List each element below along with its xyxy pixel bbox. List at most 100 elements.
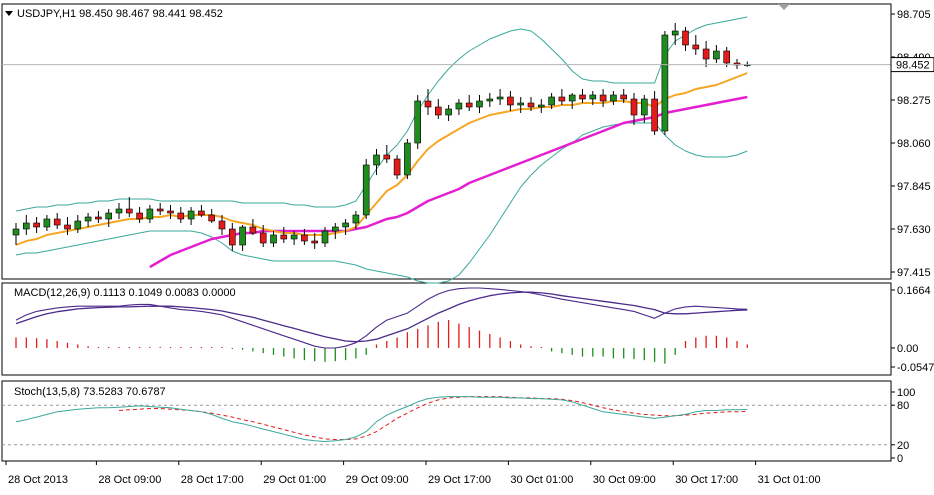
candle-body [301,234,308,242]
candle-body [599,94,607,102]
candle-body [507,96,514,106]
main-frame [1,3,892,280]
candle-body [198,210,205,216]
candle-body [270,234,277,244]
time-tick-label: 29 Oct 09:00 [346,474,409,486]
time-tick-label: 30 Oct 17:00 [675,474,738,486]
time-axis: 28 Oct 2013 28 Oct 09:00 28 Oct 17:00 29 Oc… [5,461,821,486]
candle-body [156,208,164,212]
candle-body [393,158,401,176]
macd-histogram [15,320,748,364]
bollinger-upper-line [15,16,748,212]
price-tick-label: 97.845 [897,181,931,193]
price-tick-label: 98.705 [897,9,931,21]
candle-body [331,226,339,232]
candle-body [476,100,483,108]
stochastic-tick-label: 20 [897,440,909,452]
candle-body [177,212,185,220]
chart-shift-icon[interactable] [778,4,790,10]
candle-body [126,208,133,214]
candle-body [496,96,504,100]
candle-body [53,218,61,226]
candle-body [713,50,720,60]
stochastic-lines [15,396,748,442]
candle-body [568,94,576,102]
candle-body [290,234,298,240]
candle-body [723,50,731,64]
stochastic-tick-label: 80 [897,400,909,412]
macd-tick-label: 0.1664 [897,285,931,297]
stochastic-signal-line [118,396,748,440]
slow-moving-average-line [149,95,748,269]
candle-body [579,94,586,100]
candle-body [280,234,288,240]
candle-body [537,104,545,108]
candle-body [229,228,236,246]
macd-main-line [15,287,748,349]
candle-body [208,214,215,222]
candle-body [651,98,658,132]
candle-body [548,96,555,106]
candle-body [640,98,648,116]
price-tick-label: 97.630 [897,224,931,236]
candle-body [620,94,628,100]
candle-body [630,98,638,116]
candle-body [661,34,669,132]
candle-body [671,30,679,36]
time-tick-label: 30 Oct 09:00 [593,474,656,486]
candle-body [434,106,442,116]
chevron-down-icon[interactable] [5,11,13,16]
candle-body [373,154,380,166]
candle-body [352,214,360,224]
time-tick-label: 28 Oct 09:00 [98,474,161,486]
candle-body [321,230,329,244]
candle-body [259,232,267,244]
candle-body [84,216,92,222]
stochastic-panel-title: Stoch(13,5,8) 73.5283 70.6787 [14,386,166,398]
candle-body [414,100,422,144]
candle-body [95,216,102,220]
candle-body [445,108,452,116]
candle-body [610,94,617,102]
macd-panel-title: MACD(12,26,9) 0.1113 0.1049 0.0083 0.000… [14,287,236,299]
candle-body [517,102,525,106]
macd-tick-label: 0.00 [897,343,918,355]
candle-body [558,96,566,102]
macd-panel[interactable]: 0.1664 0.00 -0.0547 MACD(12,26,9) 0.1113 0… [14,285,934,374]
stochastic-levels [2,404,891,446]
price-tick-label: 98.275 [897,95,931,107]
macd-frame [1,282,892,376]
macd-signal-line [15,291,748,343]
candle-body [12,228,20,236]
candle-body [455,102,463,110]
price-panel-title: USDJPY,H1 98.450 98.467 98.441 98.452 [17,8,223,20]
time-tick-label: 28 Oct 17:00 [181,474,244,486]
candle-body [22,222,30,230]
stochastic-tick-label: 100 [897,387,915,399]
candle-body [362,164,370,216]
candle-body [167,210,174,214]
current-price-label: 98.452 [896,60,930,72]
candle-body [146,208,154,220]
candle-body [383,154,391,160]
candle-body [342,222,349,228]
price-panel[interactable]: 98.70598.49098.27598.06097.84597.63097.4… [2,4,934,284]
candle-body [424,100,432,108]
candle-body [64,224,71,230]
candle-body [249,226,257,234]
macd-axis: 0.1664 0.00 -0.0547 [891,285,934,374]
time-tick-label: 28 Oct 2013 [8,474,68,486]
candle-body [43,218,51,228]
candle-body [239,226,246,246]
candle-body [311,240,319,244]
candle-body [527,102,535,108]
candle-body [33,222,40,228]
macd-lines [15,287,748,349]
stoch-frame [1,380,892,462]
candle-body [589,94,597,100]
time-tick-label: 29 Oct 01:00 [263,474,326,486]
candle-body [682,30,689,46]
